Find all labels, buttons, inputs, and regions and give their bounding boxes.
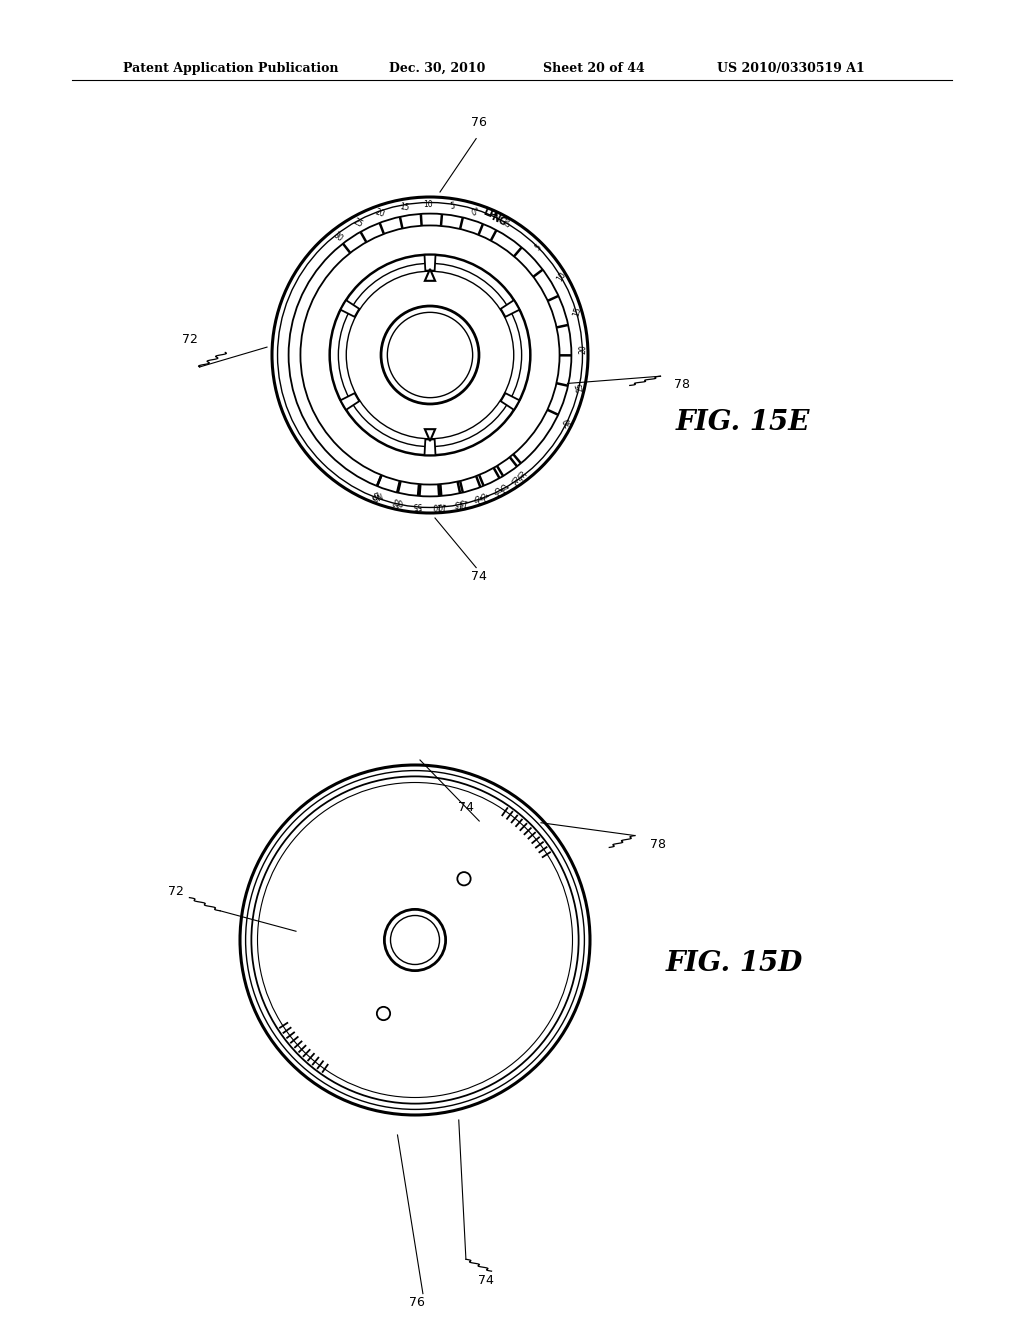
Text: 30: 30 [331, 230, 344, 243]
Text: 20: 20 [579, 343, 588, 354]
Polygon shape [341, 393, 359, 411]
Text: 10: 10 [436, 500, 446, 510]
Text: LP: LP [481, 207, 498, 222]
Text: FIG. 15E: FIG. 15E [676, 409, 810, 436]
Text: 72: 72 [168, 884, 184, 898]
Polygon shape [425, 440, 435, 455]
Text: 20: 20 [478, 490, 490, 500]
Text: 15: 15 [398, 202, 410, 213]
Text: 72: 72 [181, 333, 198, 346]
Text: 0°: 0° [471, 207, 482, 218]
Text: 5: 5 [413, 500, 418, 510]
Polygon shape [425, 429, 435, 441]
Text: 74: 74 [478, 1274, 495, 1287]
Text: LP: LP [368, 488, 380, 500]
Polygon shape [341, 300, 359, 317]
Text: 5: 5 [534, 242, 544, 252]
Text: 5: 5 [450, 202, 456, 211]
Text: 74: 74 [458, 801, 474, 814]
Text: 20: 20 [472, 491, 484, 503]
Text: 10: 10 [431, 500, 441, 510]
Text: 20: 20 [375, 207, 386, 219]
Polygon shape [425, 269, 435, 281]
Text: 74: 74 [471, 570, 487, 583]
Text: FIG. 15D: FIG. 15D [666, 950, 803, 977]
Text: 15: 15 [571, 306, 583, 317]
Text: Patent Application Publication: Patent Application Publication [123, 62, 338, 75]
Text: 76: 76 [471, 116, 487, 129]
Text: 0°: 0° [503, 218, 515, 230]
Text: 30: 30 [510, 471, 522, 484]
Text: 25: 25 [574, 380, 586, 392]
Text: 78: 78 [674, 378, 690, 391]
Polygon shape [425, 255, 435, 271]
Text: 5: 5 [417, 500, 422, 510]
Text: 0°: 0° [392, 496, 402, 507]
Text: 30: 30 [561, 416, 573, 429]
Polygon shape [501, 300, 519, 317]
Text: 15: 15 [452, 498, 463, 508]
Text: NG: NG [370, 488, 383, 502]
Polygon shape [501, 393, 519, 411]
Text: 10: 10 [423, 201, 433, 210]
Text: 76: 76 [409, 1296, 425, 1309]
Text: 10: 10 [555, 271, 568, 284]
Text: 0°: 0° [389, 495, 399, 506]
Text: 25: 25 [492, 483, 504, 495]
Text: US 2010/0330519 A1: US 2010/0330519 A1 [717, 62, 864, 75]
Text: 15: 15 [458, 496, 469, 507]
Text: Dec. 30, 2010: Dec. 30, 2010 [389, 62, 485, 75]
Text: 25: 25 [351, 216, 365, 230]
Text: 78: 78 [650, 838, 667, 851]
Text: NG: NG [489, 211, 508, 228]
Text: 30: 30 [516, 467, 529, 480]
Text: Sheet 20 of 44: Sheet 20 of 44 [543, 62, 644, 75]
Text: 25: 25 [498, 479, 511, 492]
